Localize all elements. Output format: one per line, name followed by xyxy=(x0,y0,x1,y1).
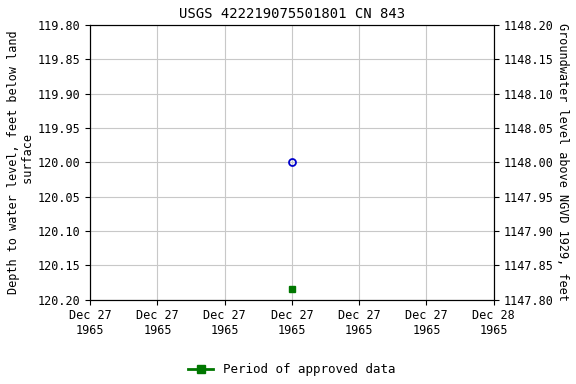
Y-axis label: Depth to water level, feet below land
 surface: Depth to water level, feet below land su… xyxy=(7,30,35,294)
Legend: Period of approved data: Period of approved data xyxy=(183,358,401,381)
Y-axis label: Groundwater level above NGVD 1929, feet: Groundwater level above NGVD 1929, feet xyxy=(556,23,569,301)
Title: USGS 422219075501801 CN 843: USGS 422219075501801 CN 843 xyxy=(179,7,405,21)
